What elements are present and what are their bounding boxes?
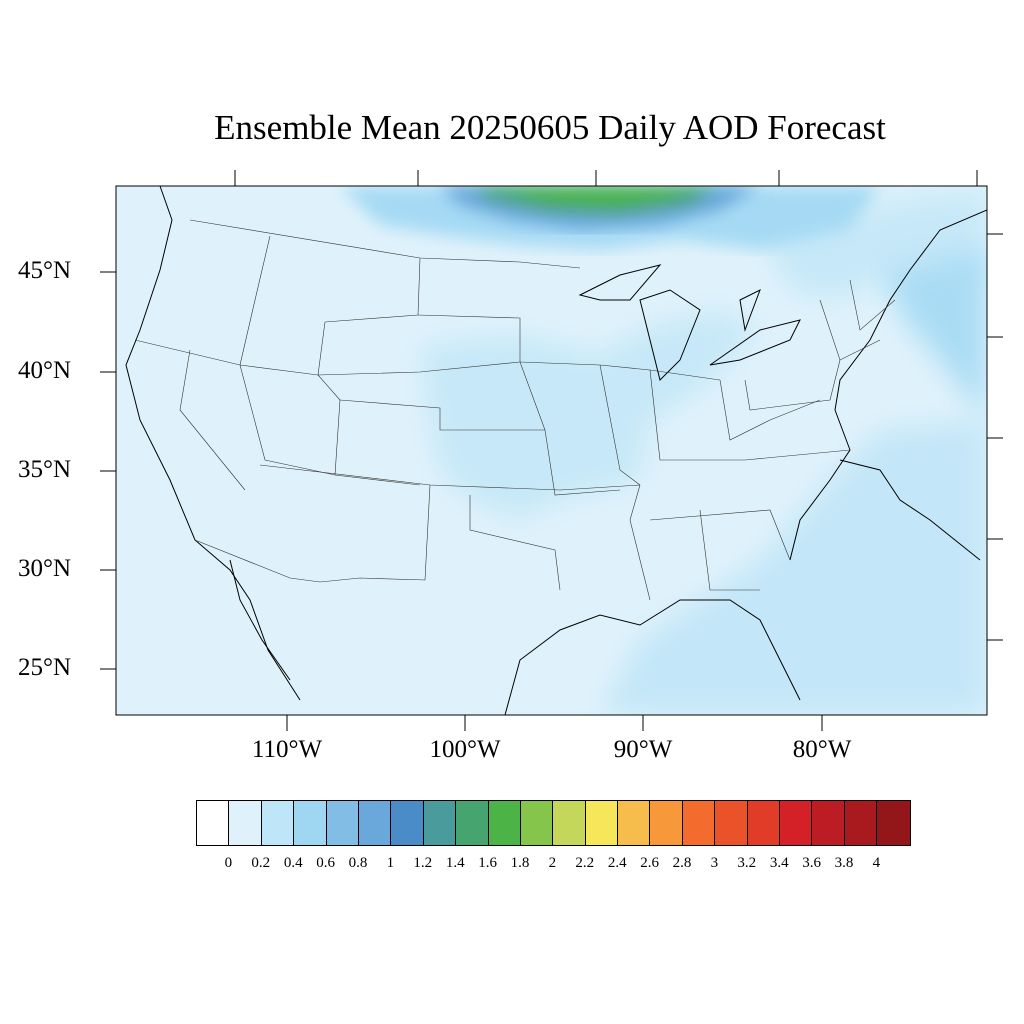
lat-label-25: 25°N (18, 654, 71, 682)
colorbar-cell (715, 801, 747, 845)
lat-label-45: 45°N (18, 257, 71, 285)
colorbar-cell (618, 801, 650, 845)
colorbar-cell (262, 801, 294, 845)
lon-label-100w: 100°W (410, 736, 520, 764)
lon-label-90w: 90°W (588, 736, 698, 764)
colorbar-cell (553, 801, 585, 845)
lon-label-80w: 80°W (767, 736, 877, 764)
colorbar-cell (327, 801, 359, 845)
colorbar-cell (812, 801, 844, 845)
lon-label-110w: 110°W (232, 736, 342, 764)
colorbar-cell (780, 801, 812, 845)
left-ticks (100, 272, 116, 669)
colorbar-cell (845, 801, 877, 845)
colorbar-cell (683, 801, 715, 845)
colorbar-cell (391, 801, 423, 845)
colorbar-cell (877, 801, 909, 845)
colorbar-cell (229, 801, 261, 845)
colorbar-cell (650, 801, 682, 845)
colorbar-label: 4 (856, 855, 896, 872)
aod-colorbar (196, 800, 911, 846)
colorbar-cell (489, 801, 521, 845)
colorbar-cell (359, 801, 391, 845)
top-ticks (235, 170, 977, 186)
colorbar-cell (294, 801, 326, 845)
lat-label-35: 35°N (18, 456, 71, 484)
lat-label-40: 40°N (18, 357, 71, 385)
bottom-ticks (287, 715, 822, 731)
colorbar-cell (521, 801, 553, 845)
colorbar-cell (456, 801, 488, 845)
lat-label-30: 30°N (18, 555, 71, 583)
colorbar-cell (748, 801, 780, 845)
right-ticks (987, 234, 1003, 640)
colorbar-cell (424, 801, 456, 845)
colorbar-cell (197, 801, 229, 845)
colorbar-cell (586, 801, 618, 845)
